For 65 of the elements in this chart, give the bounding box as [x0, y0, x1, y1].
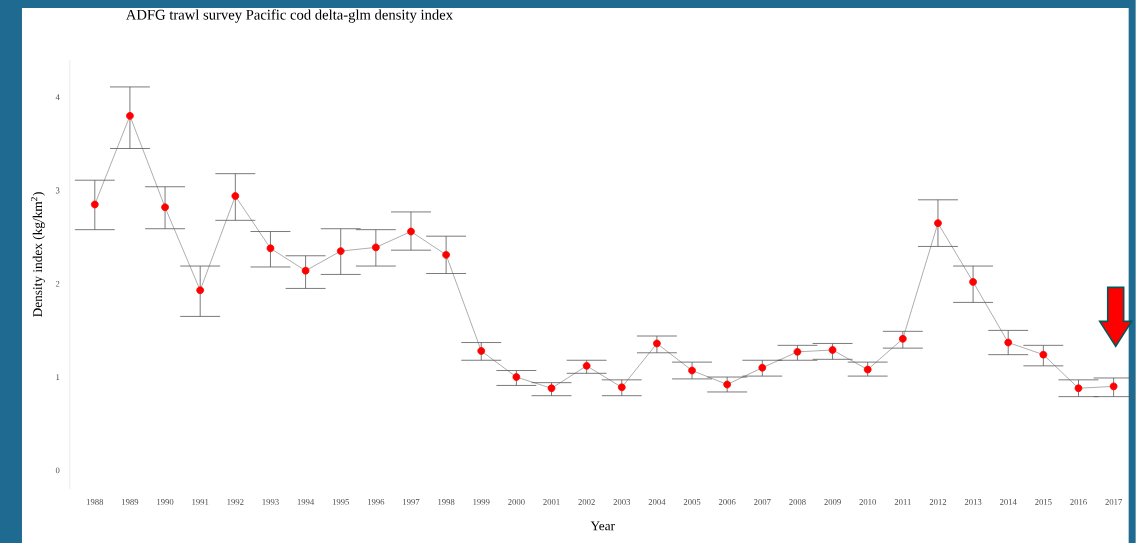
x-tick-label: 1990	[157, 499, 174, 505]
x-tick-label: 2007	[754, 499, 771, 505]
x-tick-label: 1998	[438, 499, 455, 505]
x-tick-label: 1992	[227, 499, 244, 505]
point	[371, 243, 380, 252]
point	[126, 112, 134, 120]
x-tick-label: 1997	[403, 499, 420, 505]
x-tick-label: 2005	[683, 499, 701, 505]
point	[582, 362, 591, 370]
point	[723, 380, 732, 389]
x-tick-label: 2000	[508, 499, 525, 505]
x-tick-label: 2014	[999, 499, 1017, 505]
x-tick-label: 2001	[543, 499, 560, 505]
point	[653, 339, 661, 348]
point	[1004, 338, 1013, 347]
y-axis-title: Density index (kg/km$^{2}$)	[31, 192, 45, 318]
point	[1039, 350, 1048, 359]
point	[231, 192, 240, 200]
y-tick-label: 0	[55, 467, 60, 474]
point	[969, 278, 977, 286]
point	[266, 244, 275, 253]
x-tick-label: 1999	[473, 499, 490, 505]
point	[301, 266, 310, 275]
point	[1074, 384, 1083, 393]
x-tick-label: 1989	[122, 499, 139, 505]
x-tick-label: 2003	[613, 499, 631, 505]
x-tick-label: 2010	[859, 499, 876, 505]
x-tick-label: 2012	[929, 499, 947, 505]
point	[688, 366, 696, 375]
y-tick-label: 4	[55, 94, 60, 101]
x-tick-label: 1996	[367, 499, 385, 505]
x-tick-label: 2013	[964, 499, 982, 505]
point	[196, 286, 205, 295]
point	[442, 251, 450, 259]
point	[758, 363, 767, 372]
point	[161, 203, 169, 212]
x-tick-label: 2002	[578, 499, 595, 505]
x-tick-label: 2011	[894, 499, 911, 505]
point	[90, 200, 99, 209]
x-tick-label: 2006	[718, 499, 736, 505]
point	[407, 227, 415, 236]
x-axis-title: Year	[590, 521, 615, 531]
point	[934, 219, 942, 228]
x-tick-label: 1993	[262, 499, 279, 505]
x-tick-label: 2009	[824, 499, 841, 505]
point	[547, 384, 556, 393]
y-tick-label: 2	[55, 280, 60, 287]
chart-title: ADFG trawl survey Pacific cod delta-glm density index	[125, 9, 453, 23]
point	[477, 347, 486, 355]
x-tick-label: 1995	[332, 499, 350, 505]
x-tick-label: 1988	[86, 499, 104, 505]
x-tick-label: 2017	[1105, 499, 1123, 505]
point	[898, 335, 907, 343]
y-tick-label: 3	[55, 187, 60, 194]
point	[336, 247, 345, 256]
x-tick-label: 1994	[297, 499, 315, 505]
x-tick-label: 2004	[648, 499, 666, 505]
y-tick-label: 1	[56, 374, 60, 380]
x-tick-label: 2015	[1035, 499, 1052, 505]
point	[617, 383, 626, 392]
x-tick-label: 2016	[1070, 499, 1087, 505]
point	[863, 365, 872, 374]
x-tick-label: 2008	[789, 499, 806, 505]
point	[1109, 382, 1118, 391]
x-tick-label: 1991	[192, 499, 209, 505]
